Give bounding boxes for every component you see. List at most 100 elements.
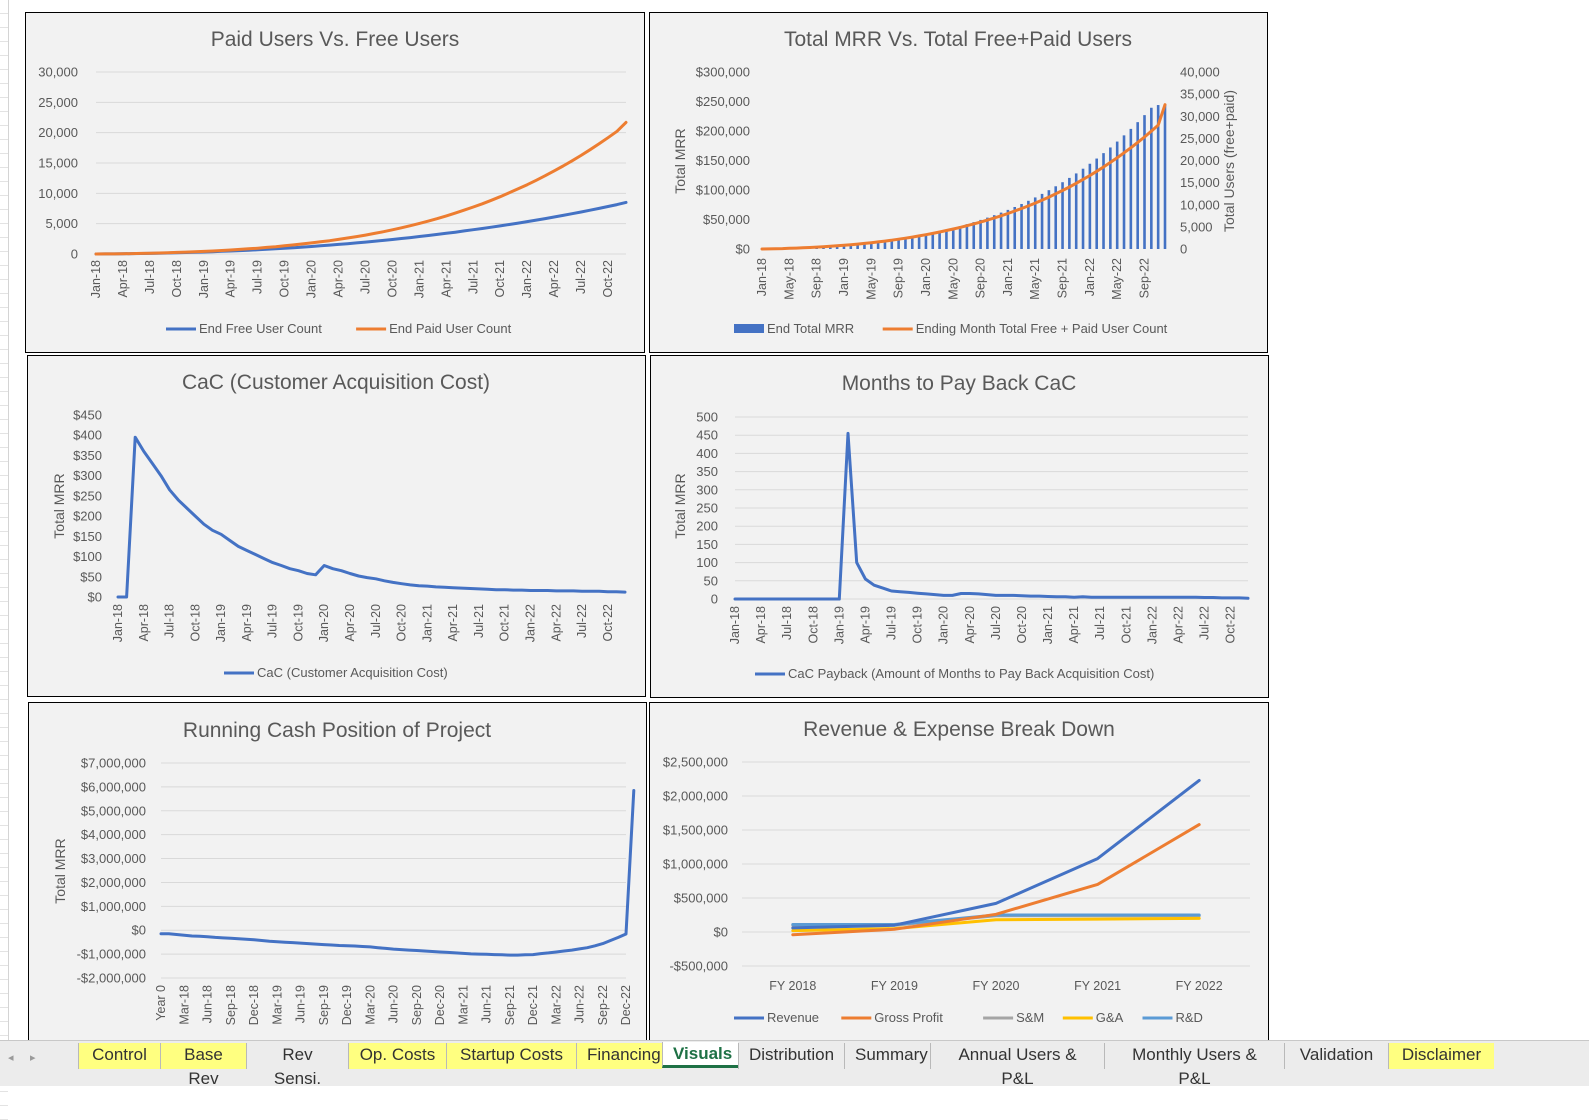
row-header-cell[interactable] bbox=[0, 476, 8, 490]
row-header-cell[interactable] bbox=[0, 518, 8, 532]
row-header-cell[interactable] bbox=[0, 882, 8, 896]
row-header-cell[interactable] bbox=[0, 812, 8, 826]
row-header-cell[interactable] bbox=[0, 700, 8, 714]
row-header-cell[interactable] bbox=[0, 266, 8, 280]
sheet-tab-distribution[interactable]: Distribution bbox=[738, 1043, 844, 1069]
row-header-cell[interactable] bbox=[0, 952, 8, 966]
tab-scroll-left-icon[interactable]: ◂ bbox=[8, 1051, 14, 1064]
row-header-cell[interactable] bbox=[0, 406, 8, 420]
chart-revexp[interactable]: Revenue & Expense Break Down $2,500,000$… bbox=[649, 702, 1269, 1049]
row-header-cell[interactable] bbox=[0, 154, 8, 168]
sheet-tab-op-costs[interactable]: Op. Costs bbox=[348, 1043, 446, 1069]
row-header-cell[interactable] bbox=[0, 434, 8, 448]
row-header-cell[interactable] bbox=[0, 574, 8, 588]
row-header-cell[interactable] bbox=[0, 714, 8, 728]
row-header-cell[interactable] bbox=[0, 644, 8, 658]
row-header-cell[interactable] bbox=[0, 1106, 8, 1120]
row-header-cell[interactable] bbox=[0, 924, 8, 938]
row-header-cell[interactable] bbox=[0, 308, 8, 322]
row-header-cell[interactable] bbox=[0, 504, 8, 518]
row-header-cell[interactable] bbox=[0, 1092, 8, 1106]
row-header-cell[interactable] bbox=[0, 826, 8, 840]
row-header-cell[interactable] bbox=[0, 546, 8, 560]
row-header-cell[interactable] bbox=[0, 588, 8, 602]
sheet-tab-annual-users-p-l[interactable]: Annual Users & P&L bbox=[930, 1043, 1104, 1069]
sheet-tab-visuals[interactable]: Visuals bbox=[662, 1042, 738, 1068]
row-header-cell[interactable] bbox=[0, 252, 8, 266]
row-header-cell[interactable] bbox=[0, 798, 8, 812]
row-header-cell[interactable] bbox=[0, 182, 8, 196]
sheet-tab-control[interactable]: Control bbox=[78, 1043, 160, 1069]
sheet-tab-rev-sensi[interactable]: Rev Sensi. bbox=[246, 1043, 348, 1069]
row-header-cell[interactable] bbox=[0, 448, 8, 462]
row-header-cell[interactable] bbox=[0, 756, 8, 770]
row-header-cell[interactable] bbox=[0, 602, 8, 616]
row-header-cell[interactable] bbox=[0, 392, 8, 406]
x-tick-label: Apr-22 bbox=[549, 604, 563, 642]
row-header-cell[interactable] bbox=[0, 420, 8, 434]
row-header-cell[interactable] bbox=[0, 196, 8, 210]
row-header-cell[interactable] bbox=[0, 672, 8, 686]
row-header-cell[interactable] bbox=[0, 70, 8, 84]
row-header-cell[interactable] bbox=[0, 770, 8, 784]
sheet-tab-validation[interactable]: Validation bbox=[1284, 1043, 1388, 1069]
row-header-cell[interactable] bbox=[0, 1008, 8, 1022]
row-header-cell[interactable] bbox=[0, 168, 8, 182]
row-header-cell[interactable] bbox=[0, 630, 8, 644]
row-header-cell[interactable] bbox=[0, 840, 8, 854]
row-header-cell[interactable] bbox=[0, 42, 8, 56]
row-header-cell[interactable] bbox=[0, 910, 8, 924]
row-header-cell[interactable] bbox=[0, 616, 8, 630]
row-header-cell[interactable] bbox=[0, 1022, 8, 1036]
row-header-cell[interactable] bbox=[0, 280, 8, 294]
row-header-cell[interactable] bbox=[0, 658, 8, 672]
row-header-cell[interactable] bbox=[0, 210, 8, 224]
row-header-cell[interactable] bbox=[0, 686, 8, 700]
row-header-cell[interactable] bbox=[0, 980, 8, 994]
row-header-cell[interactable] bbox=[0, 140, 8, 154]
row-header-cell[interactable] bbox=[0, 238, 8, 252]
chart-cash[interactable]: Running Cash Position of Project $7,000,… bbox=[28, 702, 647, 1049]
row-header-cell[interactable] bbox=[0, 350, 8, 364]
row-header-cell[interactable] bbox=[0, 364, 8, 378]
sheet-tab-financing[interactable]: Financing bbox=[576, 1043, 662, 1069]
chart-cac[interactable]: CaC (Customer Acquisition Cost) $450$400… bbox=[27, 355, 646, 697]
chart-mrr[interactable]: Total MRR Vs. Total Free+Paid Users $300… bbox=[649, 12, 1268, 353]
row-header-cell[interactable] bbox=[0, 28, 8, 42]
row-header-cell[interactable] bbox=[0, 336, 8, 350]
row-header-cell[interactable] bbox=[0, 294, 8, 308]
row-header-cell[interactable] bbox=[0, 896, 8, 910]
row-header-cell[interactable] bbox=[0, 56, 8, 70]
row-header-cell[interactable] bbox=[0, 532, 8, 546]
row-header-cell[interactable] bbox=[0, 490, 8, 504]
row-header-cell[interactable] bbox=[0, 854, 8, 868]
row-header-cell[interactable] bbox=[0, 994, 8, 1008]
sheet-tab-disclaimer[interactable]: Disclaimer bbox=[1388, 1043, 1494, 1069]
row-header-cell[interactable] bbox=[0, 84, 8, 98]
tab-scroll-right-icon[interactable]: ▸ bbox=[30, 1051, 36, 1064]
row-header-cell[interactable] bbox=[0, 938, 8, 952]
row-header-cell[interactable] bbox=[0, 378, 8, 392]
x-tick-label: Jul-18 bbox=[780, 606, 794, 640]
sheet-tab-base-rev[interactable]: Base Rev bbox=[160, 1043, 246, 1069]
row-header-cell[interactable] bbox=[0, 126, 8, 140]
sheet-tab-monthly-users-p-l[interactable]: Monthly Users & P&L bbox=[1104, 1043, 1284, 1069]
row-header-cell[interactable] bbox=[0, 784, 8, 798]
x-tick-label: May-19 bbox=[864, 258, 878, 300]
row-header-cell[interactable] bbox=[0, 966, 8, 980]
row-header-cell[interactable] bbox=[0, 112, 8, 126]
row-header-cell[interactable] bbox=[0, 462, 8, 476]
row-header-cell[interactable] bbox=[0, 728, 8, 742]
row-header-cell[interactable] bbox=[0, 742, 8, 756]
row-header-cell[interactable] bbox=[0, 98, 8, 112]
sheet-tab-summary[interactable]: Summary bbox=[844, 1043, 930, 1069]
sheet-tab-startup-costs[interactable]: Startup Costs bbox=[446, 1043, 576, 1069]
row-header-cell[interactable] bbox=[0, 14, 8, 28]
row-header-cell[interactable] bbox=[0, 224, 8, 238]
row-header-cell[interactable] bbox=[0, 322, 8, 336]
row-header-cell[interactable] bbox=[0, 868, 8, 882]
row-header-cell[interactable] bbox=[0, 560, 8, 574]
row-header-cell[interactable] bbox=[0, 0, 8, 14]
